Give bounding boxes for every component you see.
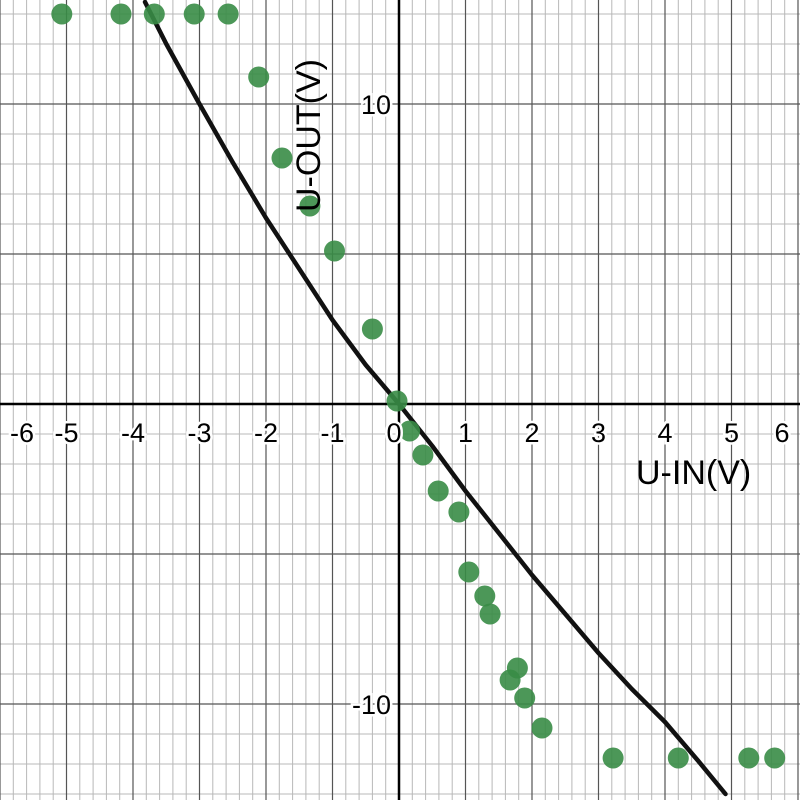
x-tick-label: -6 <box>10 418 34 448</box>
x-tick-label: -4 <box>121 418 145 448</box>
x-tick-label: 6 <box>774 418 789 448</box>
data-point <box>412 444 434 466</box>
data-points-layer <box>51 3 786 769</box>
fit-curve <box>142 0 728 797</box>
data-point <box>324 240 345 262</box>
x-tick-label: 4 <box>657 418 672 448</box>
data-point <box>183 3 205 25</box>
data-point <box>361 318 383 340</box>
data-point <box>143 3 165 25</box>
data-point <box>110 3 132 25</box>
x-tick-label: -5 <box>54 418 78 448</box>
y-tick-label: 10 <box>361 90 391 120</box>
x-tick-label: 0 <box>386 418 401 448</box>
x-tick-label: 5 <box>724 418 739 448</box>
data-point <box>448 501 470 523</box>
data-point <box>248 66 270 88</box>
data-point <box>479 603 501 625</box>
data-point <box>399 420 421 442</box>
data-point <box>271 147 293 169</box>
data-point <box>531 717 553 739</box>
data-point <box>51 3 73 25</box>
x-tick-label: -1 <box>320 418 344 448</box>
x-tick-label: 3 <box>591 418 606 448</box>
data-point <box>602 747 624 769</box>
data-point <box>764 747 786 769</box>
data-point <box>427 480 449 502</box>
y-tick-label: -10 <box>352 690 391 720</box>
data-point <box>667 747 689 769</box>
x-axis-label: U-IN(V) <box>636 454 751 492</box>
data-point <box>474 585 496 607</box>
y-axis-label: U-OUT(V) <box>290 59 328 212</box>
data-point <box>299 195 321 217</box>
x-tick-label: -3 <box>187 418 211 448</box>
data-point <box>514 687 536 709</box>
tick-labels: -6 -5 -4 -3 -2 -1 0 1 2 3 4 5 610-10 <box>7 88 792 723</box>
data-point <box>217 3 239 25</box>
data-point <box>506 657 528 679</box>
x-tick-label: 2 <box>524 418 539 448</box>
x-tick-label: 1 <box>458 418 473 448</box>
data-point <box>738 747 760 769</box>
data-point <box>458 561 480 583</box>
x-tick-label: -2 <box>254 418 278 448</box>
fit-curve-layer <box>142 0 728 797</box>
data-point <box>386 390 408 412</box>
